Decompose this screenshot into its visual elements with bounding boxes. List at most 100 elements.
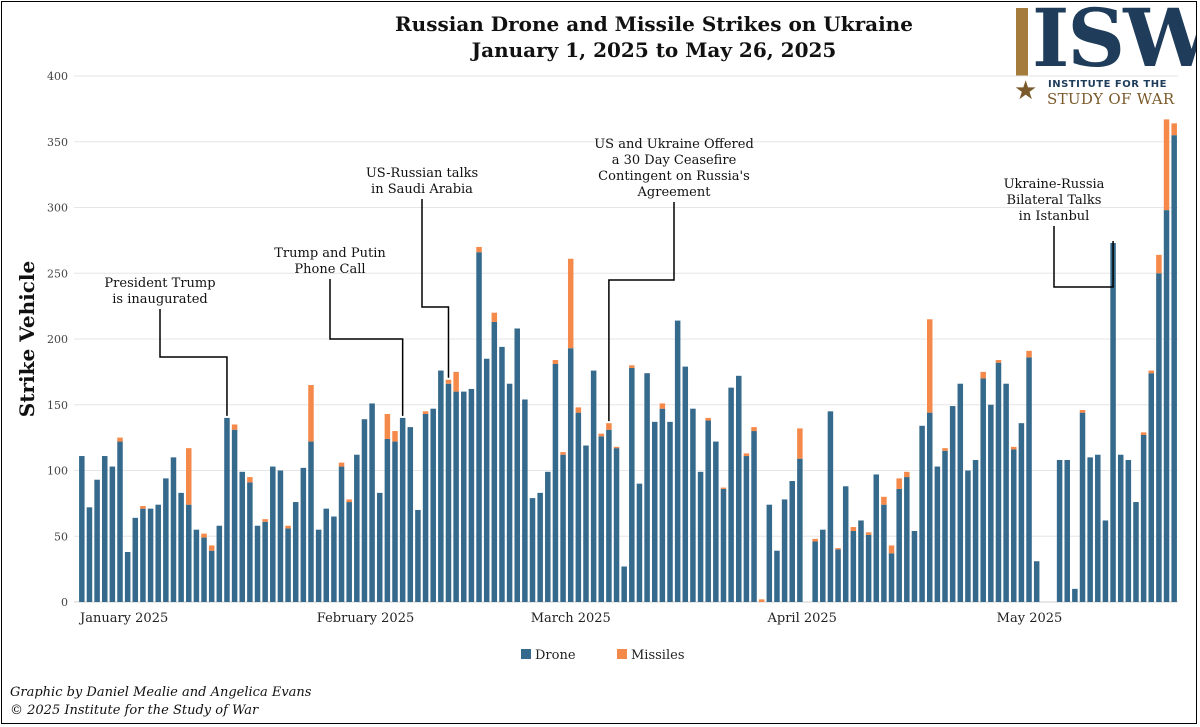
drone-bar: [545, 471, 551, 602]
drone-bar: [674, 320, 681, 602]
drone-bar: [873, 474, 880, 602]
missiles-bar: [231, 424, 238, 430]
drone-bar: [613, 448, 620, 602]
x-month-label: January 2025: [78, 611, 168, 626]
drone-bar: [506, 383, 513, 602]
annotation-label: in Istanbul: [1019, 209, 1090, 224]
drone-bar: [300, 467, 307, 602]
drone-bar: [1148, 373, 1155, 602]
missiles-bar: [606, 423, 612, 430]
y-tick-label: 250: [47, 267, 68, 280]
missiles-bar: [1079, 410, 1086, 413]
annotation-leader-line: [159, 309, 228, 416]
drone-bar: [988, 404, 994, 602]
logo-subtitle-2: STUDY OF WAR: [1047, 90, 1175, 108]
drone-bar: [270, 466, 276, 602]
y-tick-label: 400: [47, 70, 68, 83]
drone-bar: [926, 412, 933, 602]
drone-bar: [942, 450, 948, 602]
drone-bar: [262, 521, 268, 602]
drone-bar: [109, 466, 116, 602]
drone-bar: [583, 445, 589, 602]
drone-bar: [94, 479, 100, 602]
drone-bar: [124, 552, 131, 602]
drone-bar: [193, 529, 200, 602]
drone-bar: [865, 534, 872, 602]
missiles-bar: [942, 448, 948, 451]
missiles-bar: [980, 371, 986, 379]
drone-bar: [476, 252, 482, 602]
y-tick-label: 300: [47, 202, 68, 215]
drone-bar: [995, 362, 1002, 602]
drone-bar: [590, 370, 597, 602]
x-month-label: April 2025: [767, 611, 837, 626]
drone-bar: [170, 457, 177, 602]
missiles-bar: [453, 371, 459, 392]
drone-bar: [277, 470, 284, 602]
missiles-bar: [491, 312, 498, 322]
missiles-bar: [262, 519, 268, 522]
drone-bar: [789, 481, 795, 602]
drone-bar: [965, 470, 971, 602]
x-month-label: May 2025: [997, 611, 1063, 626]
missiles-bar: [285, 525, 291, 529]
drone-bar: [766, 504, 773, 602]
drone-bar: [178, 492, 184, 602]
drone-bar: [774, 550, 780, 602]
y-tick-label: 150: [47, 399, 68, 412]
y-tick-label: 0: [61, 596, 68, 609]
drone-bar: [751, 431, 757, 602]
drone-bar: [659, 408, 666, 602]
annotation-label: in Saudi Arabia: [371, 182, 473, 197]
annotation-leader-line: [1053, 226, 1114, 288]
drone-bar: [399, 417, 406, 602]
legend-label-missiles: Missiles: [631, 648, 685, 663]
drone-bar: [422, 413, 429, 602]
drone-bar: [911, 530, 918, 602]
missiles-bar: [392, 431, 398, 442]
drone-bar: [407, 427, 414, 602]
drone-bar: [292, 502, 299, 602]
drone-bar: [1026, 357, 1032, 602]
missiles-bar: [743, 453, 750, 457]
drone-bar: [781, 499, 788, 602]
drone-bar: [552, 363, 559, 602]
drone-bar: [101, 456, 108, 602]
missiles-bar: [1156, 254, 1162, 274]
drone-bar: [1064, 459, 1070, 602]
missiles-bar: [797, 428, 803, 459]
drone-bar: [1133, 502, 1139, 602]
drone-bar: [1163, 210, 1170, 602]
drone-bar: [598, 436, 605, 602]
missiles-bar: [865, 532, 872, 535]
annotation-label: Phone Call: [294, 262, 365, 277]
drone-bar: [575, 412, 582, 602]
missiles-bar: [247, 477, 253, 483]
missiles-bar: [758, 599, 765, 602]
drone-bar: [86, 507, 93, 602]
drone-bar: [705, 420, 711, 602]
annotation-label: President Trump: [104, 276, 215, 291]
drone-bar: [483, 358, 490, 602]
drone-bar: [216, 525, 223, 602]
missiles-bar: [338, 462, 345, 467]
drone-bar: [629, 367, 635, 602]
drone-bar: [636, 483, 643, 602]
chart-subtitle: January 1, 2025 to May 26, 2025: [471, 38, 837, 62]
chart-title: Russian Drone and Missile Strikes on Ukr…: [395, 12, 913, 36]
legend-label-drone: Drone: [535, 648, 576, 663]
drone-bar: [132, 517, 139, 602]
drone-bar: [667, 421, 673, 602]
missiles-bar: [720, 487, 727, 489]
drone-bar: [1003, 383, 1009, 602]
drone-bar: [315, 529, 322, 602]
drone-bar: [117, 441, 123, 602]
missiles-bar: [445, 379, 452, 384]
drone-bar: [308, 441, 314, 602]
drone-bar: [797, 458, 803, 602]
drone-bar: [392, 441, 398, 602]
drone-bar: [445, 383, 452, 602]
drone-bar: [468, 388, 475, 602]
x-month-label: March 2025: [531, 611, 611, 626]
